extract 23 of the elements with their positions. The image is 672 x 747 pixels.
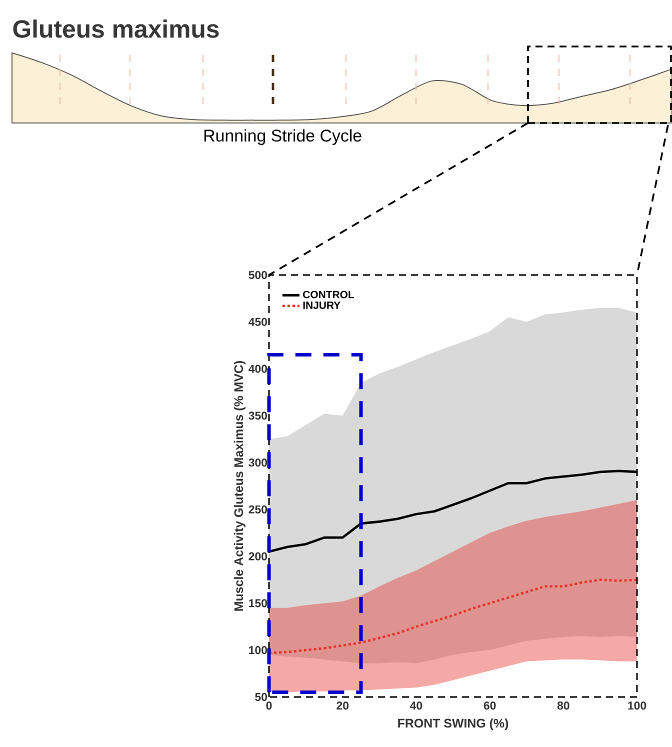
x-axis-title: Running Stride Cycle — [204, 129, 362, 145]
legend-label: INJURY — [303, 302, 340, 309]
x-tick-label: 60 — [484, 702, 496, 710]
x-tick-label: 80 — [557, 702, 570, 710]
y-tick-label: 450 — [248, 318, 268, 326]
y-tick-label: 250 — [248, 505, 268, 514]
y-tick-label: 50 — [255, 692, 268, 702]
y-tick-label: 100 — [249, 646, 268, 654]
legend-label: CONTROL — [303, 290, 354, 298]
x-axis-title: FRONT SWING (%) — [398, 718, 508, 730]
x-tick-label: 100 — [628, 702, 646, 710]
y-axis-title: Muscle Activity Gluteus Maximus (% MVC) — [234, 361, 246, 611]
y-tick-label: 200 — [248, 552, 268, 560]
y-tick-label: 300 — [248, 458, 268, 467]
y-tick-label: 150 — [249, 599, 268, 608]
x-tick-label: 40 — [410, 702, 422, 710]
x-tick-label: 0 — [266, 702, 272, 710]
y-tick-label: 400 — [248, 364, 268, 373]
chart-title: Gluteus maximus — [13, 20, 219, 38]
x-tick-label: 20 — [336, 702, 349, 710]
line-series — [269, 578, 637, 654]
y-tick-label: 350 — [248, 412, 268, 420]
y-tick-label: 500 — [248, 270, 268, 280]
